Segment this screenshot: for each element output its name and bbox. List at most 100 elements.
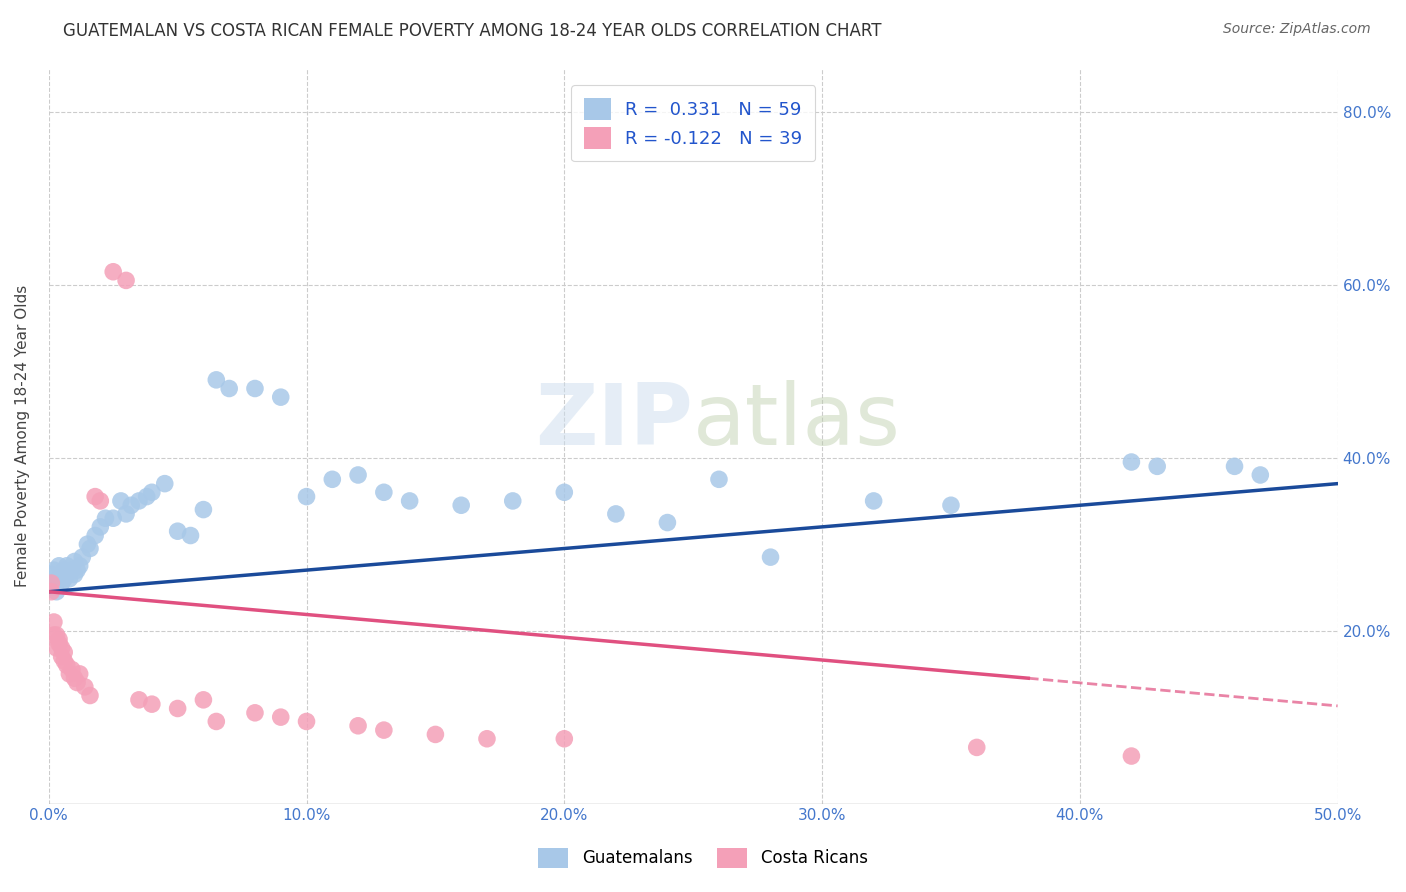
Point	[1249, 467, 1271, 482]
Text: atlas: atlas	[693, 380, 901, 463]
Point	[553, 485, 575, 500]
Point	[79, 541, 101, 556]
Point	[84, 528, 107, 542]
Point	[66, 563, 89, 577]
Point	[862, 494, 884, 508]
Point	[243, 706, 266, 720]
Point	[48, 558, 70, 573]
Point	[89, 520, 111, 534]
Point	[63, 671, 86, 685]
Point	[553, 731, 575, 746]
Point	[42, 563, 65, 577]
Point	[1146, 459, 1168, 474]
Point	[166, 701, 188, 715]
Point	[103, 265, 125, 279]
Point	[270, 390, 292, 404]
Point	[42, 628, 65, 642]
Point	[51, 640, 73, 655]
Point	[135, 490, 157, 504]
Point	[193, 693, 215, 707]
Point	[45, 640, 67, 655]
Point	[128, 494, 150, 508]
Point	[45, 584, 67, 599]
Point	[53, 654, 76, 668]
Point	[193, 502, 215, 516]
Point	[60, 563, 83, 577]
Point	[51, 567, 73, 582]
Point	[153, 476, 176, 491]
Point	[295, 714, 318, 729]
Point	[69, 558, 91, 573]
Point	[56, 567, 79, 582]
Point	[373, 485, 395, 500]
Point	[243, 382, 266, 396]
Point	[45, 628, 67, 642]
Point	[166, 524, 188, 539]
Point	[41, 567, 63, 582]
Point	[94, 511, 117, 525]
Point	[373, 723, 395, 738]
Point	[66, 675, 89, 690]
Point	[56, 558, 79, 573]
Point	[205, 714, 228, 729]
Point	[45, 576, 67, 591]
Point	[69, 666, 91, 681]
Point	[58, 572, 80, 586]
Point	[939, 498, 962, 512]
Legend: R =  0.331   N = 59, R = -0.122   N = 39: R = 0.331 N = 59, R = -0.122 N = 39	[571, 85, 815, 161]
Legend: Guatemalans, Costa Ricans: Guatemalans, Costa Ricans	[531, 841, 875, 875]
Point	[347, 719, 370, 733]
Point	[347, 467, 370, 482]
Point	[60, 663, 83, 677]
Text: ZIP: ZIP	[536, 380, 693, 463]
Point	[51, 649, 73, 664]
Point	[218, 382, 240, 396]
Point	[84, 490, 107, 504]
Point	[56, 658, 79, 673]
Point	[450, 498, 472, 512]
Point	[110, 494, 132, 508]
Point	[605, 507, 627, 521]
Point	[475, 731, 498, 746]
Point	[707, 472, 730, 486]
Point	[79, 689, 101, 703]
Point	[115, 273, 138, 287]
Point	[759, 550, 782, 565]
Text: Source: ZipAtlas.com: Source: ZipAtlas.com	[1223, 22, 1371, 37]
Point	[398, 494, 420, 508]
Point	[42, 581, 65, 595]
Point	[270, 710, 292, 724]
Point	[657, 516, 679, 530]
Point	[41, 584, 63, 599]
Point	[51, 576, 73, 591]
Point	[141, 697, 163, 711]
Point	[141, 485, 163, 500]
Point	[1223, 459, 1246, 474]
Point	[58, 666, 80, 681]
Point	[115, 507, 138, 521]
Point	[321, 472, 343, 486]
Point	[48, 637, 70, 651]
Point	[425, 727, 447, 741]
Point	[295, 490, 318, 504]
Point	[53, 572, 76, 586]
Point	[53, 645, 76, 659]
Point	[63, 567, 86, 582]
Point	[205, 373, 228, 387]
Point	[73, 680, 96, 694]
Point	[42, 615, 65, 629]
Point	[72, 550, 94, 565]
Point	[502, 494, 524, 508]
Point	[41, 576, 63, 591]
Point	[41, 576, 63, 591]
Point	[103, 511, 125, 525]
Text: GUATEMALAN VS COSTA RICAN FEMALE POVERTY AMONG 18-24 YEAR OLDS CORRELATION CHART: GUATEMALAN VS COSTA RICAN FEMALE POVERTY…	[63, 22, 882, 40]
Point	[48, 572, 70, 586]
Point	[53, 563, 76, 577]
Point	[48, 632, 70, 647]
Point	[120, 498, 142, 512]
Point	[128, 693, 150, 707]
Point	[63, 554, 86, 568]
Point	[1121, 455, 1143, 469]
Point	[89, 494, 111, 508]
